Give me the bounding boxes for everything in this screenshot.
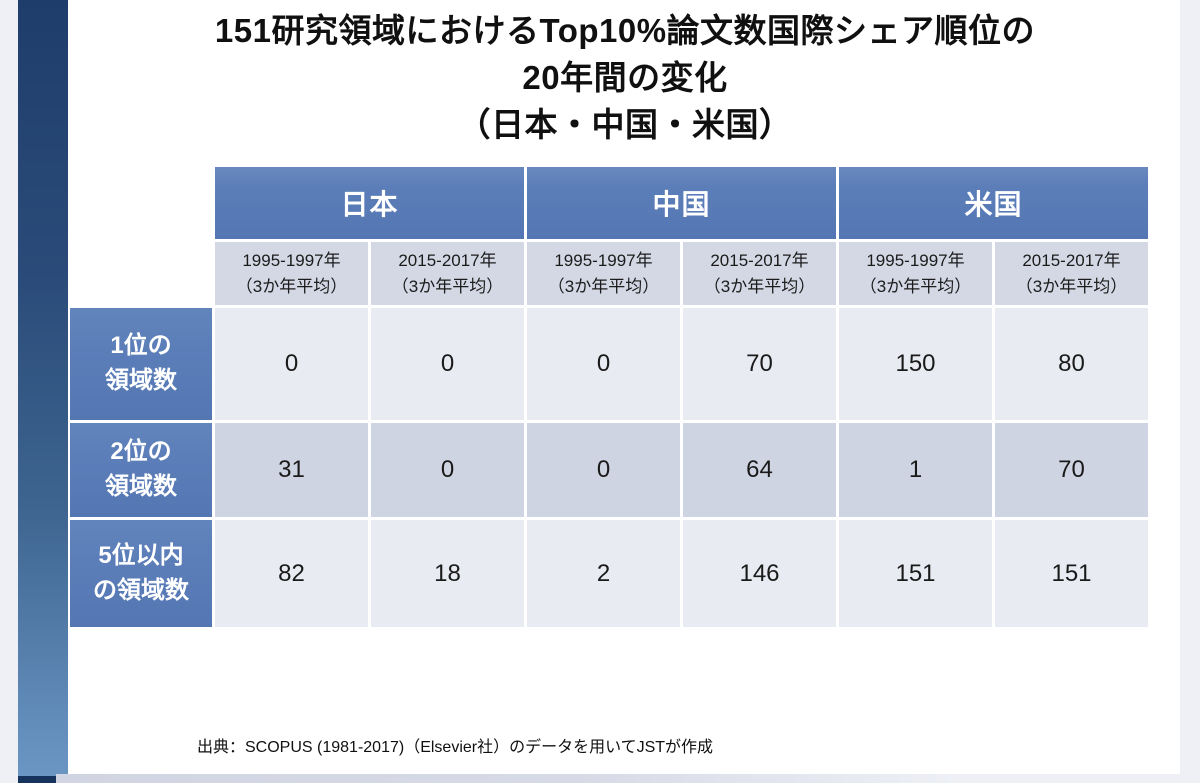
- row-header-line: 2位の: [110, 438, 172, 466]
- table-cell: 146: [683, 520, 836, 627]
- period-note: （3か年平均）: [703, 276, 816, 296]
- period-header: 2015-2017年 （3か年平均）: [995, 242, 1148, 305]
- bottom-shadow-strip: [56, 774, 1006, 783]
- source-note: 出典：SCOPUS (1981-2017)（Elsevier社）のデータを用いて…: [197, 739, 714, 756]
- slide-title-line-1: 151研究領域におけるTop10%論文数国際シェア順位の: [214, 12, 1036, 49]
- table-cell: 70: [683, 308, 836, 420]
- table-cell: 150: [839, 308, 992, 420]
- left-accent-bar: [18, 0, 68, 776]
- table-cell: 31: [215, 423, 368, 517]
- table-cell: 82: [215, 520, 368, 627]
- period-years: 2015-2017年: [1022, 251, 1121, 270]
- period-header: 2015-2017年 （3か年平均）: [371, 242, 524, 305]
- period-years: 1995-1997年: [866, 251, 965, 270]
- period-note: （3か年平均）: [391, 276, 504, 296]
- period-header: 1995-1997年 （3か年平均）: [527, 242, 680, 305]
- row-header-line: 領域数: [105, 473, 177, 500]
- row-header-line: 1位の: [110, 332, 172, 360]
- ranking-table: 日本 中国 米国 1995-1997年 （3か年平均） 2015-2017年 （…: [70, 167, 1148, 627]
- table-cell: 0: [371, 423, 524, 517]
- row-header-line: 5位以内: [98, 541, 184, 569]
- table-cell: 1: [839, 423, 992, 517]
- column-header-china: 中国: [527, 167, 836, 239]
- column-header-japan: 日本: [215, 167, 524, 239]
- row-header-line: 領域数: [105, 367, 177, 394]
- period-note: （3か年平均）: [859, 276, 972, 296]
- table-cell: 0: [215, 308, 368, 420]
- period-note: （3か年平均）: [235, 276, 348, 296]
- period-years: 2015-2017年: [398, 251, 497, 270]
- period-header: 1995-1997年 （3か年平均）: [839, 242, 992, 305]
- slide-title: 151研究領域におけるTop10%論文数国際シェア順位の 20年間の変化 （日本…: [70, 8, 1180, 149]
- table-cell: 0: [527, 423, 680, 517]
- period-years: 2015-2017年: [710, 251, 809, 270]
- table-cell: 70: [995, 423, 1148, 517]
- table-cell: 151: [839, 520, 992, 627]
- period-note: （3か年平均）: [1015, 276, 1128, 296]
- period-note: （3か年平均）: [547, 276, 660, 296]
- row-header-line: の領域数: [93, 576, 189, 604]
- column-header-usa: 米国: [839, 167, 1148, 239]
- period-header: 1995-1997年 （3か年平均）: [215, 242, 368, 305]
- table-cell: 2: [527, 520, 680, 627]
- period-years: 1995-1997年: [242, 251, 341, 270]
- row-header-rank1: 1位の 領域数: [70, 308, 212, 420]
- table-cell: 151: [995, 520, 1148, 627]
- slide-title-line-3: （日本・中国・米国）: [457, 105, 793, 143]
- row-header-rank2: 2位の 領域数: [70, 423, 212, 517]
- left-accent-bar-cap: [18, 776, 68, 783]
- table-cell: 0: [527, 308, 680, 420]
- table-cell: 80: [995, 308, 1148, 420]
- period-header: 2015-2017年 （3か年平均）: [683, 242, 836, 305]
- table-corner-blank: [70, 242, 212, 305]
- row-header-top5: 5位以内 の領域数: [70, 520, 212, 627]
- table-cell: 64: [683, 423, 836, 517]
- table-corner-blank: [70, 167, 212, 239]
- period-years: 1995-1997年: [554, 251, 653, 270]
- table-cell: 0: [371, 308, 524, 420]
- table-cell: 18: [371, 520, 524, 627]
- slide-title-line-2: 20年間の変化: [522, 58, 728, 96]
